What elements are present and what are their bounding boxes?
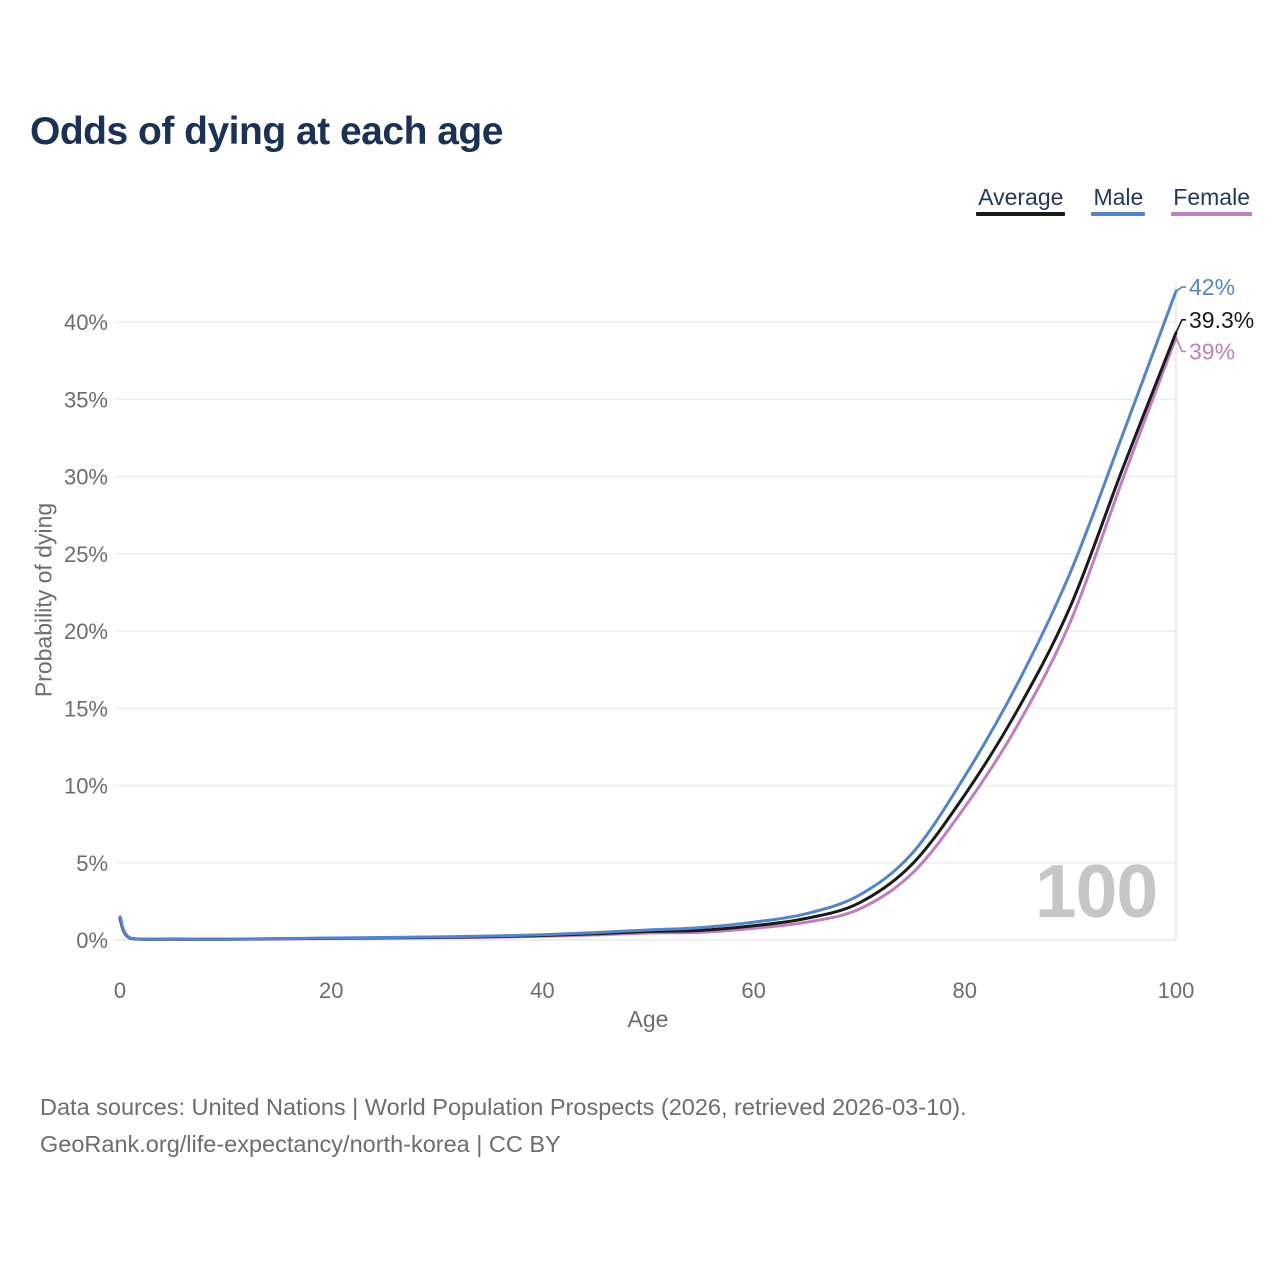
x-tick-label-80: 80: [953, 978, 977, 1003]
end-label-average: 39.3%: [1189, 307, 1254, 333]
y-axis-title: Probability of dying: [30, 502, 57, 698]
series-line-average[interactable]: [118, 331, 1178, 941]
hovered-age-watermark: 100: [1034, 849, 1158, 933]
footer-data-sources: Data sources: United Nations | World Pop…: [40, 1094, 967, 1120]
end-label-connector-male: [1175, 286, 1186, 292]
legend-swatch-male: [1091, 212, 1146, 216]
y-tick-label-10: 10%: [64, 774, 108, 799]
legend-label-male: Male: [1093, 184, 1144, 210]
y-tick-label-5: 5%: [76, 851, 108, 876]
end-label-female: 39%: [1189, 339, 1235, 365]
legend-swatch-average: [976, 212, 1066, 216]
legend-item-average[interactable]: Average: [976, 184, 1066, 216]
y-tick-label-35: 35%: [64, 387, 108, 412]
legend-label-average: Average: [978, 184, 1064, 210]
x-tick-label-40: 40: [530, 978, 554, 1003]
legend: Average Male Female: [976, 184, 1252, 216]
y-tick-label-0: 0%: [76, 928, 108, 953]
y-tick-label-40: 40%: [64, 310, 108, 335]
x-axis-title: Age: [627, 1006, 669, 1032]
end-label-male: 42%: [1189, 274, 1235, 300]
y-tick-label-15: 15%: [64, 696, 108, 721]
footer-attribution: GeoRank.org/life-expectancy/north-korea …: [40, 1131, 561, 1157]
end-label-connector-average: [1175, 319, 1186, 334]
y-tick-label-30: 30%: [64, 465, 108, 490]
x-tick-label-20: 20: [319, 978, 343, 1003]
legend-item-female[interactable]: Female: [1171, 184, 1252, 216]
footer: Data sources: United Nations | World Pop…: [40, 1089, 1240, 1163]
series-line-male[interactable]: [118, 289, 1178, 941]
legend-item-male[interactable]: Male: [1091, 184, 1146, 216]
x-tick-label-60: 60: [741, 978, 765, 1003]
end-label-connector-female: [1175, 337, 1186, 353]
y-tick-label-25: 25%: [64, 542, 108, 567]
x-tick-label-0: 0: [114, 978, 126, 1003]
y-tick-label-20: 20%: [64, 619, 108, 644]
legend-swatch-female: [1171, 212, 1252, 216]
legend-label-female: Female: [1173, 184, 1250, 210]
x-tick-label-100: 100: [1158, 978, 1195, 1003]
series-line-female[interactable]: [118, 336, 1178, 941]
page-title: Odds of dying at each age: [30, 110, 503, 153]
